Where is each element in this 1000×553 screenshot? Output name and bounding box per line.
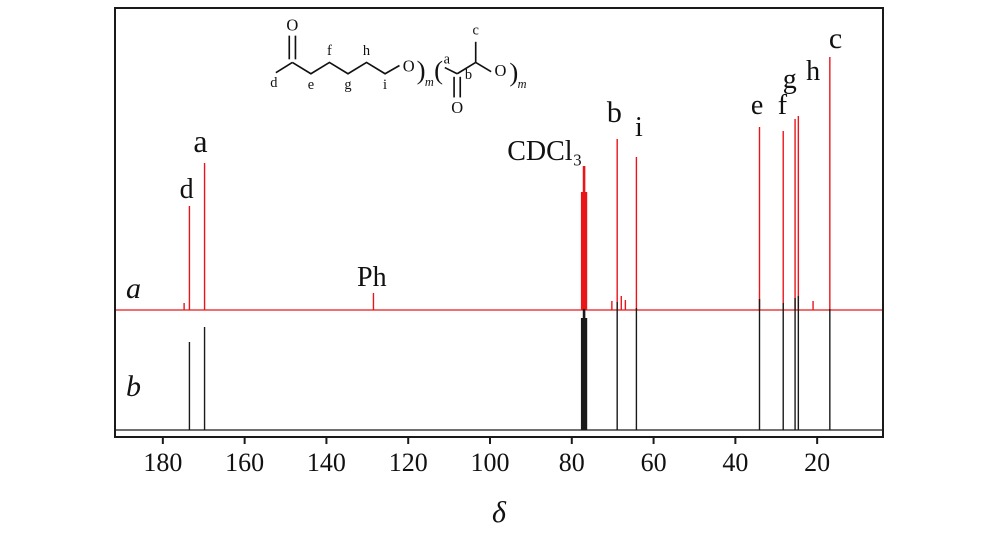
ester-oxygen-icon: O: [494, 61, 506, 80]
peak-label: h: [806, 56, 820, 87]
carbon-label-i: i: [383, 77, 387, 93]
bond-icon: [475, 61, 492, 73]
peak-label: a: [193, 123, 207, 159]
plot-frame: [114, 7, 884, 438]
bond-icon: [275, 61, 293, 74]
peak-label: b: [607, 96, 622, 129]
spectrum-b-label: b: [126, 370, 141, 403]
x-tick-label: 80: [559, 448, 585, 477]
carbon-label-f: f: [327, 43, 332, 59]
x-tick-label: 160: [225, 448, 264, 477]
subscript-m-2: m: [518, 77, 527, 91]
subscript-m-1: m: [425, 75, 434, 89]
peak-label: g: [783, 64, 797, 95]
chain-bonds-icon: [291, 61, 400, 75]
carbon-label-e: e: [308, 77, 314, 93]
bond-icon: [456, 61, 477, 75]
bond-icon: [444, 66, 458, 75]
paren-close-2: ): [509, 57, 518, 87]
peak-label: d: [180, 174, 194, 205]
x-tick-label: 20: [804, 448, 830, 477]
paren-open-2: (: [434, 55, 443, 85]
carbon-label-g: g: [344, 77, 351, 93]
x-axis-label: δ: [492, 496, 506, 529]
carbon-label-c: c: [472, 23, 478, 39]
polymer-structure-drawing: O d e f g h i O ) m ( a O b c O ) m: [270, 15, 527, 117]
peak-label: f: [778, 90, 788, 121]
peak-label: i: [635, 112, 643, 143]
spectrum-a-label: a: [126, 272, 141, 305]
peak-label: c: [829, 22, 842, 55]
carbonyl-oxygen-icon: O: [451, 98, 463, 117]
peak-label: e: [751, 90, 763, 121]
carbonyl-oxygen-icon: O: [286, 15, 298, 34]
ester-oxygen-icon: O: [403, 57, 415, 76]
paren-close-1: ): [417, 55, 426, 85]
peak-label: CDCl₃: [507, 136, 582, 167]
carbon-label-h: h: [363, 43, 371, 59]
x-tick-label: 120: [389, 448, 428, 477]
carbon-label-d: d: [270, 75, 278, 91]
x-tick-label: 180: [143, 448, 182, 477]
x-tick-label: 60: [641, 448, 667, 477]
x-tick-label: 140: [307, 448, 346, 477]
x-tick-label: 40: [722, 448, 748, 477]
carbon-label-b: b: [465, 67, 472, 83]
x-tick-label: 100: [471, 448, 510, 477]
peak-label: Ph: [357, 262, 387, 293]
carbon-label-a: a: [444, 51, 451, 67]
